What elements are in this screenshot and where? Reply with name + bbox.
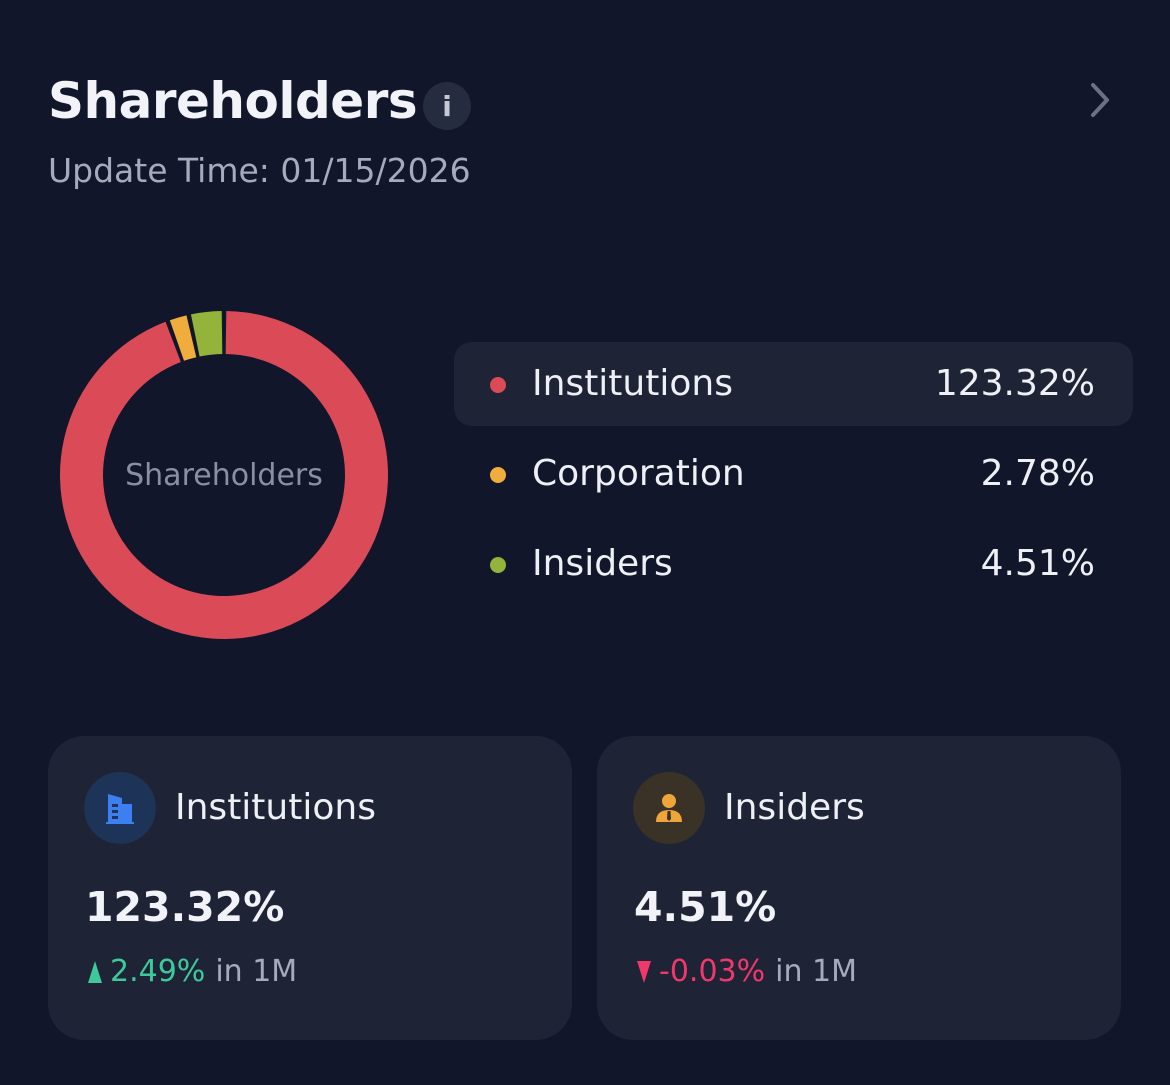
info-button[interactable]: i	[423, 82, 471, 130]
info-icon: i	[442, 89, 452, 123]
institutions-card[interactable]: Institutions 123.32% 2.49% in 1M	[48, 736, 572, 1040]
card-value: 123.32%	[85, 883, 285, 931]
person-icon	[633, 772, 705, 844]
legend-value: 123.32%	[934, 363, 1095, 404]
legend-item-insiders[interactable]: Insiders 4.51%	[454, 522, 1133, 606]
building-icon	[84, 772, 156, 844]
page-title: Shareholders	[48, 72, 418, 130]
legend-label: Institutions	[532, 363, 733, 404]
card-change: 2.49% in 1M	[86, 950, 297, 994]
change-period: in 1M	[215, 954, 298, 989]
chevron-right-icon	[1091, 83, 1109, 117]
legend-label: Insiders	[532, 543, 673, 584]
donut-center-label: Shareholders	[125, 458, 323, 493]
triangle-down-icon	[637, 961, 651, 983]
update-time: Update Time: 01/15/2026	[48, 151, 471, 190]
legend-item-institutions[interactable]: Institutions 123.32%	[454, 342, 1133, 426]
legend-label: Corporation	[532, 453, 745, 494]
donut-slice-corporation[interactable]	[169, 315, 197, 361]
card-change: -0.03% in 1M	[635, 950, 857, 994]
donut-slice-insiders[interactable]	[190, 311, 223, 357]
legend-value: 4.51%	[980, 543, 1095, 584]
change-value: 2.49%	[110, 954, 206, 989]
details-button[interactable]	[1076, 76, 1124, 124]
insiders-card[interactable]: Insiders 4.51% -0.03% in 1M	[597, 736, 1121, 1040]
change-period: in 1M	[775, 954, 857, 989]
legend-dot-icon	[490, 377, 506, 393]
triangle-up-icon	[88, 961, 102, 983]
legend-item-corporation[interactable]: Corporation 2.78%	[454, 432, 1133, 516]
card-label: Institutions	[175, 787, 376, 828]
card-label: Insiders	[724, 787, 865, 828]
legend-dot-icon	[490, 557, 506, 573]
shareholders-donut-chart[interactable]	[55, 306, 393, 644]
card-value: 4.51%	[634, 883, 777, 931]
legend-dot-icon	[490, 467, 506, 483]
legend-value: 2.78%	[980, 453, 1095, 494]
change-value: -0.03%	[659, 954, 766, 989]
